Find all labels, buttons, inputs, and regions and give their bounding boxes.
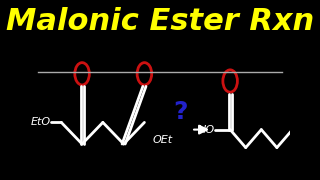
Text: HO: HO <box>197 125 214 135</box>
Text: EtO: EtO <box>31 117 51 127</box>
Text: Malonic Ester Rxn: Malonic Ester Rxn <box>6 7 314 36</box>
Text: OEt: OEt <box>152 135 172 145</box>
Text: ?: ? <box>173 100 188 124</box>
